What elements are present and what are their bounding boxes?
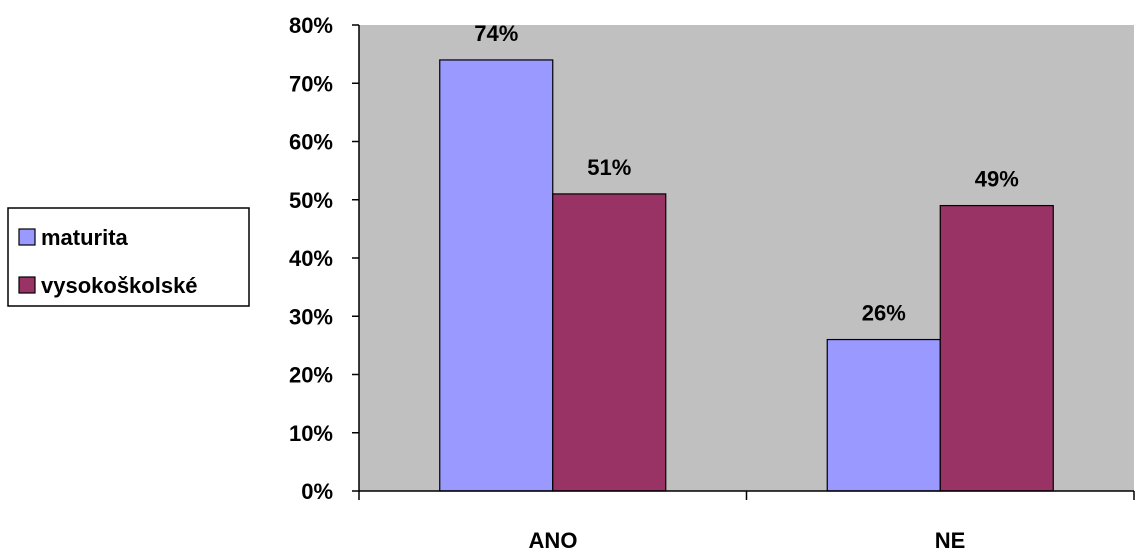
x-axis-ticks — [358, 491, 1135, 500]
data-label: 26% — [862, 301, 906, 326]
y-tick-label: 10% — [289, 421, 333, 446]
bar-ne-series-1 — [939, 204, 1054, 492]
legend-label-maturita: maturita — [41, 225, 129, 250]
y-tick-label: 80% — [289, 13, 333, 38]
data-labels-group: 74% 51% 26% 49% — [474, 21, 1019, 326]
y-tick-label: 60% — [289, 130, 333, 155]
y-tick-label: 30% — [289, 304, 333, 329]
data-label: 49% — [975, 167, 1019, 192]
y-axis-ticks: 0% 10% 20% 30% 40% 50% 60% 70% 80% — [289, 13, 359, 504]
bars-group — [439, 59, 1054, 492]
data-label: 74% — [474, 21, 518, 46]
bar-ne-series-0 — [826, 338, 941, 492]
y-tick-label: 50% — [289, 188, 333, 213]
y-tick-label: 40% — [289, 246, 333, 271]
bar-ano-series-0 — [439, 59, 554, 492]
legend-box — [7, 207, 250, 307]
legend-swatch-maturita — [18, 228, 36, 246]
y-tick-label: 0% — [301, 479, 333, 504]
bar-ano-series-1 — [552, 193, 667, 492]
y-tick-label: 70% — [289, 71, 333, 96]
y-tick-label: 20% — [289, 363, 333, 388]
legend: maturita vysokoškolské — [7, 207, 250, 307]
data-label: 51% — [587, 155, 631, 180]
legend-swatch-vysokoskolske — [18, 276, 36, 294]
category-label-ano: ANO — [529, 528, 578, 551]
category-label-ne: NE — [935, 528, 966, 551]
legend-label-vysokoskolske: vysokoškolské — [41, 273, 198, 298]
